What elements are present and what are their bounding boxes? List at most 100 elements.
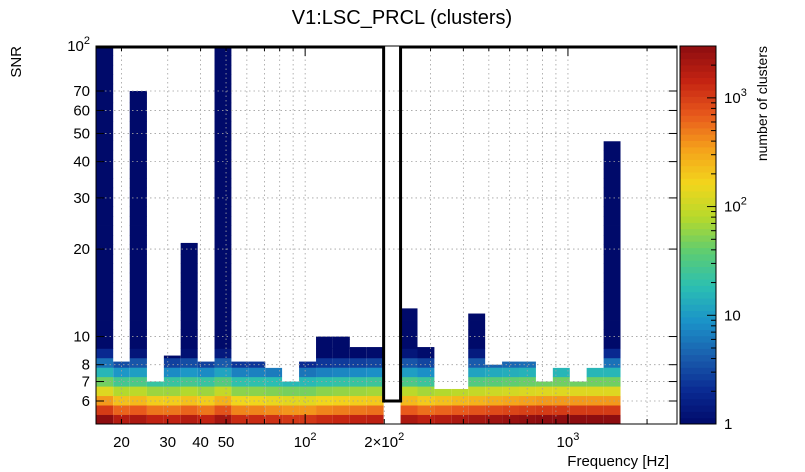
colorbar-step bbox=[680, 115, 716, 123]
heatmap-cell bbox=[349, 405, 367, 415]
colorbar-step bbox=[680, 121, 716, 129]
y-tick-label: 40 bbox=[73, 154, 90, 171]
heatmap-cell bbox=[349, 414, 367, 425]
heatmap-cell bbox=[349, 367, 367, 378]
heatmap-cell bbox=[417, 405, 435, 415]
heatmap-cell bbox=[163, 367, 181, 378]
heatmap-cell bbox=[366, 357, 384, 368]
heatmap-cell bbox=[518, 405, 536, 415]
heatmap-cell bbox=[214, 225, 232, 236]
colorbar-step bbox=[680, 392, 716, 400]
heatmap-cell bbox=[214, 93, 232, 104]
colorbar-step bbox=[680, 228, 716, 236]
heatmap-cell bbox=[129, 102, 147, 113]
heatmap-cell bbox=[552, 367, 570, 378]
heatmap-cell bbox=[113, 367, 130, 378]
heatmap-cell bbox=[282, 414, 300, 425]
heatmap-cell bbox=[129, 235, 147, 245]
colorbar-step bbox=[680, 165, 716, 173]
heatmap-cell bbox=[434, 395, 452, 406]
heatmap-cell bbox=[96, 301, 114, 311]
heatmap-cell bbox=[129, 357, 147, 368]
colorbar-step bbox=[680, 235, 716, 242]
heatmap-cell bbox=[586, 405, 604, 415]
heatmap-cell bbox=[332, 414, 350, 425]
heatmap-cell bbox=[180, 310, 198, 321]
heatmap-cell bbox=[129, 91, 147, 94]
heatmap-cell bbox=[129, 282, 147, 293]
heatmap-cell bbox=[569, 386, 587, 397]
heatmap-cell bbox=[265, 367, 283, 378]
colorbar-step bbox=[680, 178, 716, 186]
colorbar-step bbox=[680, 411, 716, 419]
heatmap-cell bbox=[96, 55, 114, 66]
heatmap-cell bbox=[603, 178, 621, 189]
heatmap-cell bbox=[231, 395, 249, 406]
heatmap-cell bbox=[299, 405, 317, 415]
heatmap-cell bbox=[129, 405, 147, 415]
heatmap-cell bbox=[265, 376, 283, 387]
heatmap-cell bbox=[485, 367, 503, 378]
heatmap-cell bbox=[586, 367, 604, 378]
heatmap-cell bbox=[535, 395, 553, 406]
heatmap-cell bbox=[214, 187, 232, 198]
colorbar-step bbox=[680, 203, 716, 211]
colorbar-step bbox=[680, 373, 716, 381]
colorbar-step bbox=[680, 127, 716, 135]
heatmap-cell bbox=[96, 46, 114, 56]
heatmap-cell bbox=[214, 235, 232, 245]
heatmap-cell bbox=[231, 361, 249, 368]
colorbar-step bbox=[680, 184, 716, 192]
x-tick-label: 103 bbox=[557, 431, 580, 451]
heatmap-cell bbox=[180, 263, 198, 274]
heatmap-cell bbox=[451, 388, 469, 397]
colorbar-step bbox=[680, 417, 716, 425]
heatmap-cell bbox=[96, 225, 114, 236]
heatmap-cell bbox=[316, 414, 333, 425]
heatmap-cell bbox=[129, 367, 147, 378]
heatmap-cell bbox=[603, 348, 621, 359]
heatmap-cell bbox=[214, 83, 232, 94]
colorbar-step bbox=[680, 354, 716, 362]
colorbar-step bbox=[680, 134, 716, 141]
heatmap-cell bbox=[214, 131, 232, 141]
heatmap-cell bbox=[603, 320, 621, 330]
heatmap-cell bbox=[400, 357, 418, 368]
heatmap-cell bbox=[129, 112, 147, 122]
y-tick-label: 60 bbox=[73, 102, 90, 119]
x-tick-label: 30 bbox=[159, 434, 176, 451]
heatmap-cell bbox=[451, 395, 469, 406]
colorbar-step bbox=[680, 52, 716, 60]
heatmap-cell bbox=[214, 46, 232, 56]
heatmap-cell bbox=[282, 395, 300, 406]
heatmap-cell bbox=[366, 348, 384, 359]
colorbar-step bbox=[680, 58, 716, 66]
heatmap-cell bbox=[485, 364, 503, 368]
heatmap-cell bbox=[129, 149, 147, 160]
heatmap-cell bbox=[113, 386, 130, 397]
colorbar-step bbox=[680, 253, 716, 261]
heatmap-cell bbox=[518, 367, 536, 378]
x-axis-label: Frequency [Hz] bbox=[567, 453, 669, 470]
heatmap-cell bbox=[400, 376, 418, 387]
colorbar-step bbox=[680, 323, 716, 330]
heatmap-cell bbox=[129, 178, 147, 189]
heatmap-cell bbox=[129, 93, 147, 104]
y-tick-label: 8 bbox=[82, 357, 90, 374]
heatmap-cell bbox=[400, 367, 418, 378]
heatmap-cell bbox=[366, 405, 384, 415]
heatmap-cell bbox=[146, 381, 164, 387]
heatmap-cell bbox=[502, 395, 519, 406]
heatmap-cell bbox=[349, 395, 367, 406]
heatmap-cell bbox=[485, 376, 503, 387]
heatmap-cell bbox=[96, 263, 114, 274]
heatmap-cell bbox=[214, 291, 232, 302]
heatmap-cell bbox=[417, 348, 435, 359]
heatmap-cell bbox=[603, 357, 621, 368]
heatmap-cell bbox=[231, 386, 249, 397]
heatmap-cell bbox=[129, 320, 147, 330]
heatmap-cell bbox=[248, 414, 266, 425]
heatmap-cell bbox=[603, 291, 621, 302]
colorbar-step bbox=[680, 386, 716, 393]
heatmap-cell bbox=[316, 376, 333, 387]
